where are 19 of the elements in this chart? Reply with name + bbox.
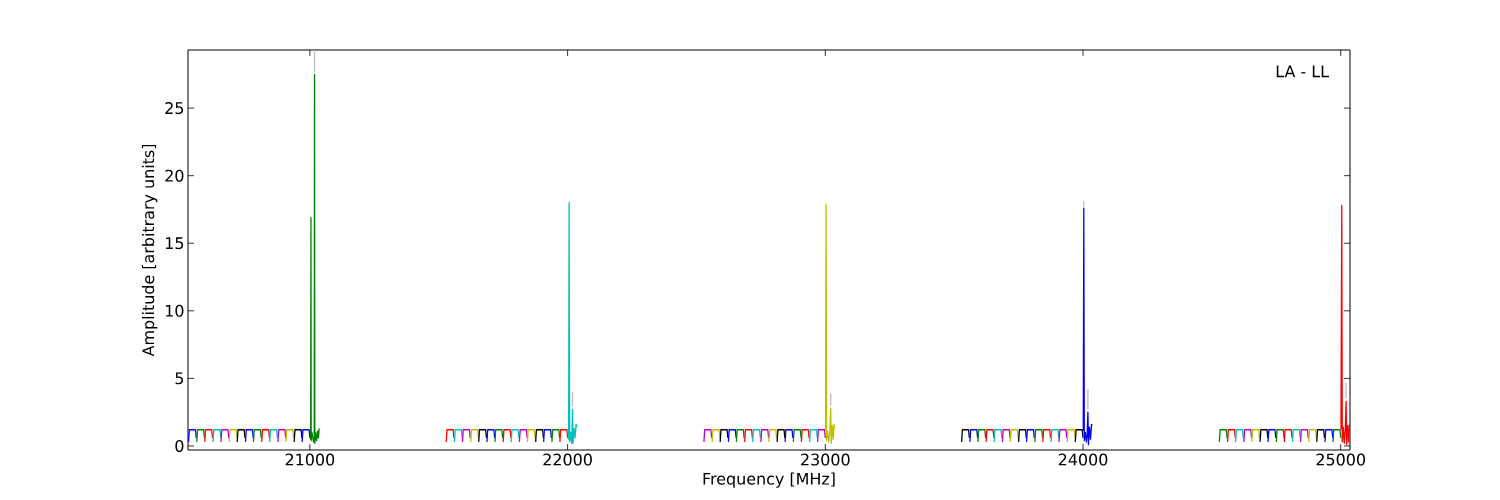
- y-tick-label: 10: [165, 304, 184, 317]
- y-tick-label: 5: [175, 372, 184, 385]
- y-tick-label: 25: [165, 102, 184, 115]
- y-tick-label: 15: [165, 237, 184, 250]
- line-series: [309, 73, 320, 444]
- x-axis-title: Frequency [MHz]: [703, 472, 835, 488]
- line-series: [1340, 204, 1350, 446]
- y-tick-label: 20: [165, 169, 184, 182]
- x-tick-label: 21000: [285, 453, 335, 466]
- y-tick-label: 0: [175, 439, 184, 452]
- x-tick-label: 24000: [1058, 453, 1108, 466]
- x-tick-label: 25000: [1316, 453, 1365, 466]
- annotation: LA - LL: [1276, 65, 1329, 78]
- line-series: [567, 202, 578, 444]
- y-axis-title: Amplitude [arbitrary units]: [141, 144, 158, 357]
- line-series: [824, 203, 836, 444]
- line-series: [1082, 207, 1093, 446]
- x-tick-label: 23000: [801, 453, 850, 466]
- x-tick-label: 22000: [543, 453, 592, 466]
